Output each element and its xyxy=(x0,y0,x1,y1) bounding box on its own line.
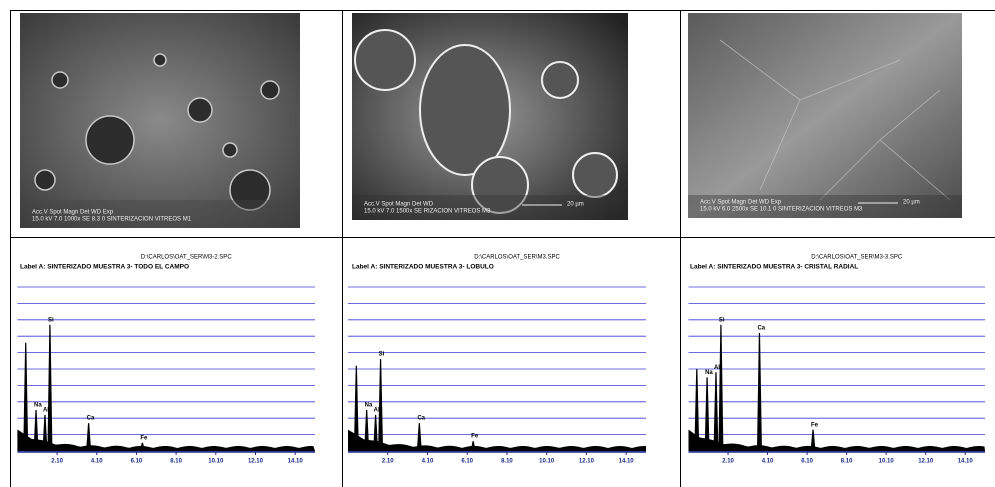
image-caption: Acc.V Spot Magn Det WD Exp xyxy=(32,210,114,216)
peak xyxy=(23,342,29,451)
x-tick-label: 10.10 xyxy=(208,459,224,465)
image-caption: 15.0 kV 6.0 2500x SE 10.1 0 SINTERIZACIO… xyxy=(700,207,863,213)
x-tick-label: 12.10 xyxy=(248,459,264,465)
peak-label: Fe xyxy=(140,435,148,441)
x-tick-label: 14.10 xyxy=(288,459,304,465)
x-tick-label: 6.10 xyxy=(131,459,143,465)
peak xyxy=(139,442,145,451)
image-caption: Acc.V Spot Magn Det WD Exp xyxy=(700,200,782,206)
peak xyxy=(47,324,53,451)
spectrum-label: Label A: SINTERIZADO MUESTRA 3- CRISTAL … xyxy=(690,264,858,271)
spectrum-label: Label A: SINTERIZADO MUESTRA 3- TODO EL … xyxy=(20,264,189,271)
x-tick-label: 4.10 xyxy=(422,459,434,465)
peak xyxy=(378,359,384,451)
sem-image xyxy=(20,13,300,228)
x-tick-label: 6.10 xyxy=(461,459,473,465)
x-tick-label: 4.10 xyxy=(762,459,774,465)
image-caption: 15.0 kV 7.0 1000x SE 8.3 0 SINTERIZACION… xyxy=(32,217,192,223)
peak-label: Na xyxy=(365,403,373,409)
peak-label: Ca xyxy=(417,416,425,422)
peak-label: Na xyxy=(34,403,42,409)
spectrum-file: D:\CARLOS\OAT_SER\M3-2.SPC xyxy=(141,255,233,261)
peak xyxy=(416,423,422,451)
x-tick-label: 2.10 xyxy=(382,459,394,465)
peak-label: Fe xyxy=(811,422,819,428)
peak-label: Al xyxy=(43,407,49,413)
image-caption: 15.0 kV 7.0 1500x SE RIZACION VITREOS M3 xyxy=(364,209,491,215)
peak-label: Si xyxy=(379,352,385,358)
peak xyxy=(704,377,710,451)
peak-label: Ca xyxy=(757,325,765,331)
spectrum-continuum xyxy=(688,429,985,451)
peak xyxy=(33,410,39,451)
peak-label: Si xyxy=(48,317,54,323)
spectrum-continuum xyxy=(348,429,646,451)
sem-image xyxy=(688,13,962,218)
peak xyxy=(713,372,719,451)
x-tick-label: 4.10 xyxy=(91,459,103,465)
peak xyxy=(353,365,359,451)
x-tick-label: 12.10 xyxy=(579,459,595,465)
peak-label: Fe xyxy=(471,434,479,440)
peak xyxy=(756,332,762,451)
x-tick-label: 8.10 xyxy=(501,459,513,465)
x-tick-label: 6.10 xyxy=(801,459,813,465)
x-tick-label: 10.10 xyxy=(879,459,895,465)
image-caption: Acc.V Spot Magn Det WD xyxy=(364,202,434,208)
spectrum-file: D:\CARLOS\OAT_SER\M3.SPC xyxy=(474,255,560,261)
x-tick-label: 14.10 xyxy=(619,459,635,465)
scale-label: 20 µm xyxy=(567,202,584,208)
peak-label: Al xyxy=(714,365,720,371)
x-tick-label: 14.10 xyxy=(958,459,974,465)
scale-label: 20 µm xyxy=(903,200,920,206)
spectrum-label: Label A: SINTERIZADO MUESTRA 3- LOBULO xyxy=(352,264,494,271)
peak xyxy=(373,414,379,451)
x-tick-label: 2.10 xyxy=(722,459,734,465)
peak-label: Al xyxy=(374,407,380,413)
peak xyxy=(364,410,370,451)
x-tick-label: 8.10 xyxy=(841,459,853,465)
sem-image xyxy=(352,13,628,220)
x-tick-label: 2.10 xyxy=(51,459,63,465)
peak xyxy=(810,429,816,451)
table-borders xyxy=(10,10,995,487)
peak xyxy=(470,441,476,451)
spectrum-file: D:\CARLOS\OAT_SER\M3-3.SPC xyxy=(811,255,903,261)
peak xyxy=(42,414,48,451)
peak-label: Si xyxy=(719,317,725,323)
peak-label: Ca xyxy=(87,416,95,422)
peak-label: Na xyxy=(705,370,713,376)
peak xyxy=(718,324,724,451)
spectrum-continuum xyxy=(17,429,316,451)
peak xyxy=(694,369,700,451)
x-tick-label: 8.10 xyxy=(170,459,182,465)
x-tick-label: 10.10 xyxy=(539,459,555,465)
peak xyxy=(86,423,92,451)
x-tick-label: 12.10 xyxy=(918,459,934,465)
